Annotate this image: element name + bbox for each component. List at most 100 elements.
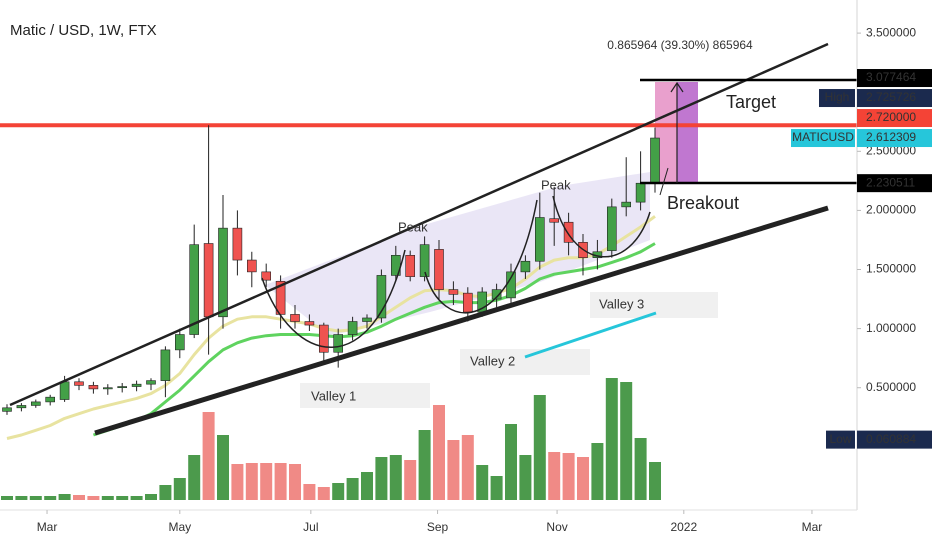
volume-bar — [58, 494, 71, 500]
annotation: Peak — [541, 177, 571, 192]
price-label: 2.612309 — [866, 130, 916, 144]
arrow-head — [670, 81, 684, 93]
volume-bar — [217, 435, 229, 500]
moving-average — [6, 215, 656, 440]
volume-bar — [447, 440, 460, 500]
candle-body — [520, 260, 531, 273]
candle-body — [247, 259, 257, 273]
y-tick-label: 0.500000 — [866, 380, 916, 394]
candle-body — [146, 380, 156, 385]
cup-curve — [552, 195, 651, 258]
x-tick-label: Mar — [37, 520, 58, 534]
candle-body — [189, 244, 199, 335]
volume-bar — [260, 463, 273, 500]
annotation: Valley 1 — [311, 388, 356, 403]
candle-body — [175, 334, 185, 351]
volume-bar — [505, 424, 517, 500]
chart-title: Matic / USD, 1W, FTX — [10, 22, 157, 39]
candle-body — [434, 249, 444, 290]
volume-bar — [159, 485, 172, 500]
target-zone — [655, 82, 677, 183]
volume-bar — [145, 494, 157, 500]
channel-upper — [9, 42, 829, 407]
price-label-box — [857, 174, 932, 193]
candle-body — [203, 243, 214, 318]
candle-body — [318, 324, 329, 353]
candle-body — [333, 334, 344, 353]
x-tick-label: May — [168, 520, 191, 534]
cup-curve — [424, 199, 538, 314]
volume-bar — [101, 496, 114, 500]
volume-bar — [73, 495, 85, 500]
candle-body — [650, 137, 660, 184]
volume-bar — [605, 378, 618, 500]
volume-bar — [15, 496, 28, 500]
price-label-name: Low — [829, 432, 851, 446]
price-label-name-box — [826, 430, 855, 449]
volume-bar — [1, 496, 13, 500]
drawings-front: Peak Peak Valley 1 Valley 2 Valley 3 Tar… — [9, 22, 857, 436]
volume-bar — [490, 476, 503, 500]
volume-bar — [346, 478, 359, 500]
candle-body — [635, 182, 646, 203]
price-label: 3.077464 — [866, 70, 916, 84]
candle-body — [2, 407, 12, 412]
price-label-name: High — [825, 90, 850, 104]
volume-bar — [245, 463, 258, 500]
price-label-name: MATICUSD — [792, 130, 854, 144]
x-tick-label: Sep — [427, 520, 449, 534]
annotation: Valley 3 — [599, 296, 644, 311]
volume-bar — [562, 453, 575, 500]
pointer — [659, 167, 669, 196]
candle-body — [88, 385, 99, 390]
candle-body — [59, 381, 70, 400]
candle-body — [563, 221, 574, 243]
volume-bar — [461, 435, 474, 500]
x-tick-label: Jul — [303, 520, 318, 534]
volume-bar — [649, 462, 661, 500]
volume-bar — [231, 464, 244, 500]
volume-bar — [274, 463, 287, 500]
x-tick-label: Mar — [802, 520, 823, 534]
price-label-box — [857, 129, 932, 148]
plot — [0, 123, 857, 500]
volume-bar — [519, 455, 532, 500]
candle-body — [534, 217, 545, 262]
x-tick-label: 2022 — [670, 520, 697, 534]
y-tick-label: 2.000000 — [866, 203, 916, 217]
candle-body — [506, 271, 516, 299]
volume-bar — [533, 395, 546, 500]
channel-lower — [94, 205, 829, 436]
volume-bar — [476, 465, 489, 500]
candle-body — [419, 244, 430, 277]
candle-body — [376, 275, 387, 319]
candle-body — [448, 289, 459, 295]
volume-bar — [404, 460, 417, 500]
cup-curve — [261, 249, 406, 348]
target-zone — [677, 82, 698, 183]
label-box — [460, 349, 590, 375]
volume-bar — [591, 443, 604, 500]
volume-bar — [188, 455, 201, 500]
volume-bar — [634, 438, 647, 500]
volume-bar — [87, 496, 100, 500]
price-label-box — [857, 69, 932, 88]
candle-body — [304, 321, 315, 326]
y-tick-label: 3.500000 — [866, 25, 916, 39]
candle-body — [16, 405, 27, 409]
volume-bar — [375, 457, 388, 500]
price-label-box — [857, 109, 932, 128]
volume-bar — [548, 452, 561, 500]
volume-bar — [620, 382, 633, 500]
candle-body — [462, 292, 473, 313]
volume-bar — [332, 483, 345, 500]
candle-body — [261, 271, 272, 281]
candle-body — [117, 386, 127, 389]
candle-body — [491, 289, 502, 300]
volume-bar — [317, 487, 330, 500]
candle-body — [30, 401, 41, 406]
price-label-box — [857, 89, 932, 108]
moving-average — [92, 242, 656, 437]
price-label: 2.720000 — [866, 110, 916, 124]
